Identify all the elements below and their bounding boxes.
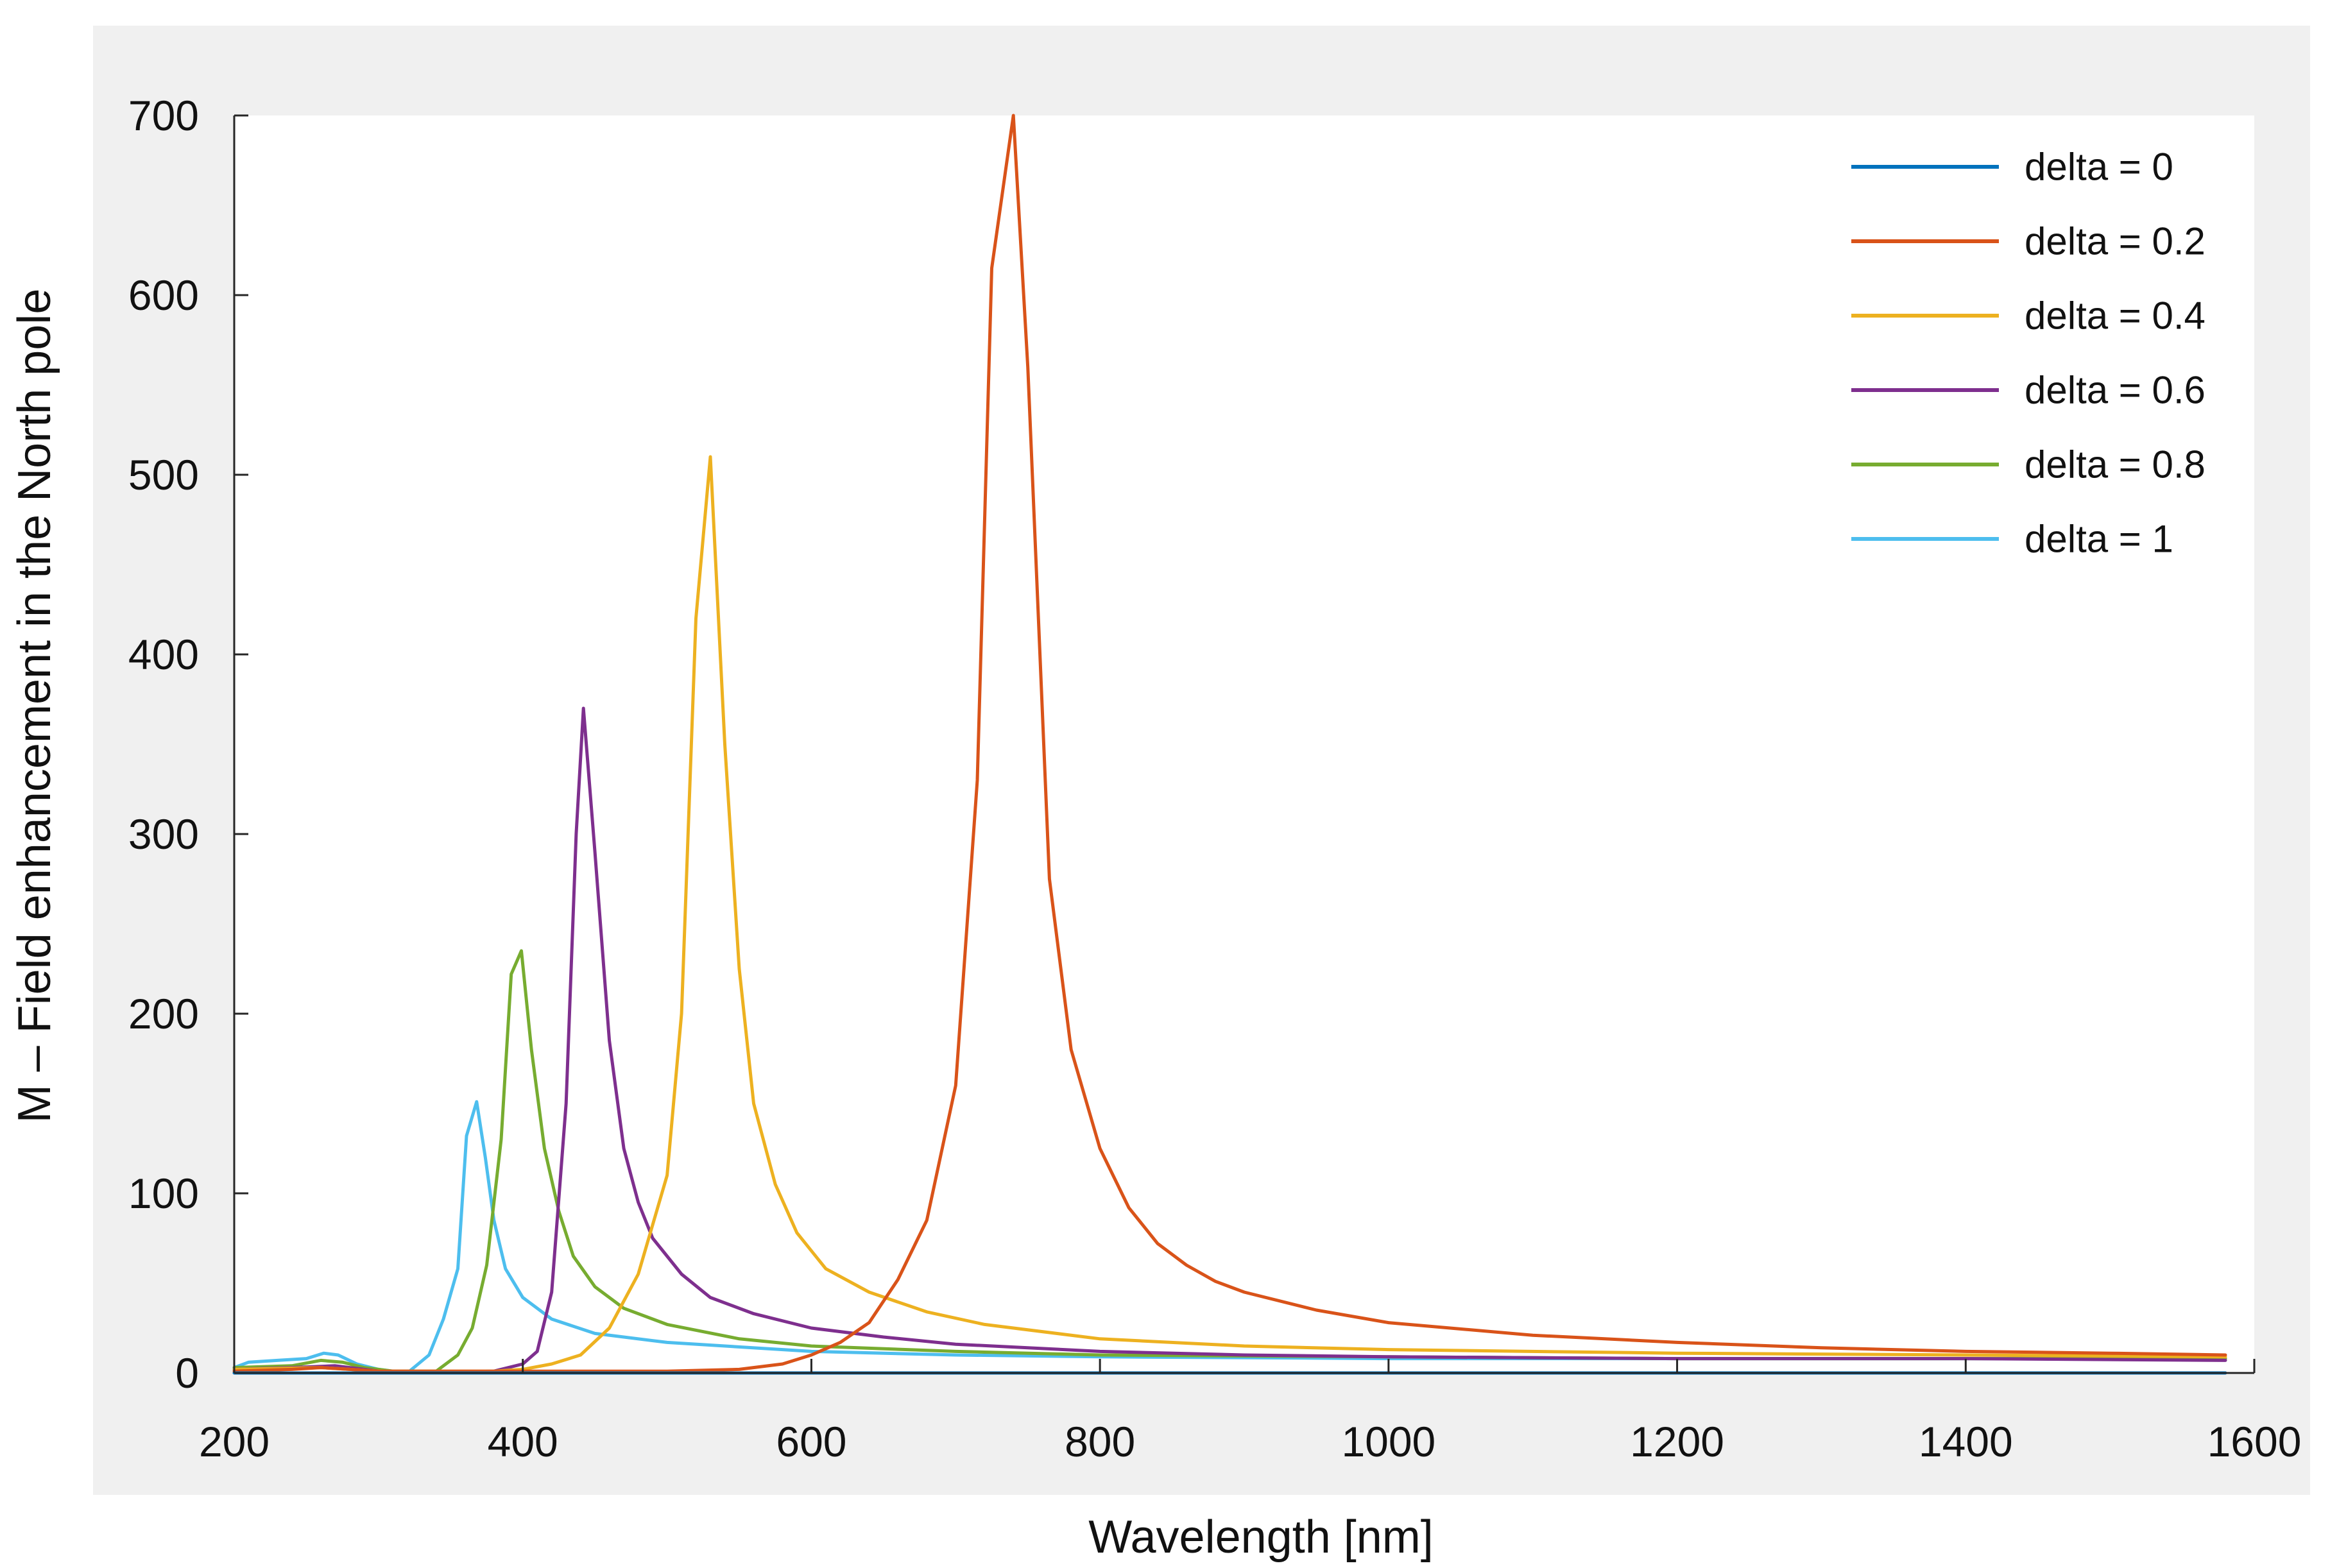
legend-entry: delta = 0 <box>1851 146 2173 189</box>
legend: delta = 0 delta = 0.2 delta = 0.4 delta … <box>1851 146 2206 561</box>
y-tick-label: 700 <box>128 92 199 139</box>
x-tick-label: 800 <box>1065 1418 1135 1465</box>
x-tick-label: 600 <box>776 1418 846 1465</box>
y-axis-label: M – Field enhancement in the North pole <box>9 289 60 1123</box>
x-tick-label: 400 <box>488 1418 558 1465</box>
x-axis-label: Wavelength [nm] <box>1088 1512 1434 1563</box>
x-tick-label: 1200 <box>1630 1418 1724 1465</box>
legend-entry: delta = 0.4 <box>1851 294 2206 337</box>
legend-label: delta = 0.6 <box>2025 369 2206 412</box>
plot-area <box>234 115 2254 1373</box>
legend-entry: delta = 0.6 <box>1851 369 2206 412</box>
x-tick-label: 200 <box>199 1418 270 1465</box>
series-line <box>232 1100 2227 1375</box>
legend-label: delta = 1 <box>2025 518 2173 561</box>
y-tick-label: 600 <box>128 271 199 319</box>
series-line <box>232 114 2227 1373</box>
y-tick-label: 300 <box>128 810 199 858</box>
tick-layer: 200 400 600 800 1000 1200 1400 1600 0 100 200 300 40… <box>128 92 2302 1465</box>
series-line <box>232 949 2227 1373</box>
legend-label: delta = 0.8 <box>2025 443 2206 486</box>
legend-entry: delta = 0.8 <box>1851 443 2206 486</box>
x-tick-label: 1000 <box>1341 1418 1435 1465</box>
legend-entry: delta = 0.2 <box>1851 220 2206 263</box>
legend-label: delta = 0.4 <box>2025 294 2206 337</box>
y-tick-label: 400 <box>128 631 199 678</box>
legend-entry: delta = 1 <box>1851 518 2173 561</box>
x-tick-label: 1600 <box>2207 1418 2302 1465</box>
y-tick-label: 0 <box>175 1349 199 1397</box>
y-tick-label: 200 <box>128 990 199 1037</box>
legend-label: delta = 0.2 <box>2025 220 2206 263</box>
y-tick-label: 100 <box>128 1170 199 1217</box>
x-tick-label: 1400 <box>1919 1418 2013 1465</box>
legend-label: delta = 0 <box>2025 146 2173 189</box>
y-tick-label: 500 <box>128 451 199 499</box>
